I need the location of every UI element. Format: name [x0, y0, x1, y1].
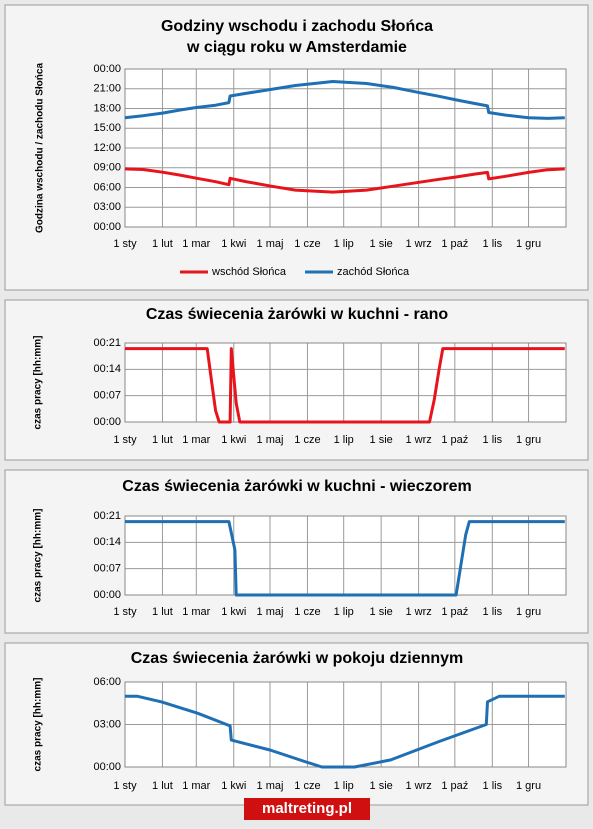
- x-tick-label: 1 lis: [483, 606, 503, 618]
- x-tick-label: 1 maj: [257, 606, 284, 618]
- chart-title: Czas świecenia żarówki w kuchni - wieczo…: [122, 478, 471, 495]
- x-tick-label: 1 sty: [113, 434, 137, 446]
- chart-panel: Czas świecenia żarówki w kuchni - wieczo…: [4, 469, 589, 634]
- y-tick-label: 00:07: [93, 390, 121, 402]
- x-tick-label: 1 cze: [294, 238, 320, 250]
- x-tick-label: 1 wrz: [405, 238, 431, 250]
- y-axis-label: czas pracy [hh:mm]: [33, 678, 44, 772]
- x-tick-label: 1 gru: [516, 238, 541, 250]
- plot-border: [124, 68, 567, 228]
- x-tick-label: 1 cze: [294, 606, 320, 618]
- y-tick-label: 18:00: [93, 102, 121, 114]
- x-tick-label: 1 paź: [441, 238, 468, 250]
- x-tick-label: 1 kwi: [221, 238, 246, 250]
- x-tick-label: 1 mar: [182, 434, 210, 446]
- x-tick-label: 1 gru: [516, 780, 541, 792]
- x-tick-label: 1 paź: [441, 606, 468, 618]
- x-tick-label: 1 kwi: [221, 780, 246, 792]
- y-tick-label: 00:00: [93, 589, 121, 601]
- y-tick-label: 00:21: [93, 337, 121, 349]
- y-tick-label: 00:07: [93, 563, 121, 575]
- legend-label: zachód Słońca: [337, 266, 410, 278]
- y-tick-label: 00:14: [93, 536, 121, 548]
- x-tick-label: 1 sty: [113, 780, 137, 792]
- x-tick-label: 1 lip: [334, 606, 354, 618]
- x-tick-label: 1 wrz: [405, 606, 431, 618]
- x-tick-label: 1 lis: [483, 780, 503, 792]
- series-line: [125, 694, 565, 769]
- x-tick-label: 1 kwi: [221, 434, 246, 446]
- x-tick-label: 1 maj: [257, 434, 284, 446]
- x-tick-label: 1 sie: [370, 780, 393, 792]
- x-tick-label: 1 mar: [182, 606, 210, 618]
- chart-title: Godziny wschodu i zachodu Słońca: [161, 18, 433, 35]
- x-tick-label: 1 sty: [113, 606, 137, 618]
- x-tick-label: 1 sie: [370, 606, 393, 618]
- series-line: [125, 520, 565, 597]
- y-tick-label: 00:00: [93, 416, 121, 428]
- footer: maltreting.pl: [262, 800, 352, 817]
- x-tick-label: 1 lip: [334, 238, 354, 250]
- plot-area: [125, 343, 566, 422]
- x-tick-label: 1 lis: [483, 434, 503, 446]
- x-tick-label: 1 cze: [294, 434, 320, 446]
- y-tick-label: 00:00: [93, 221, 121, 233]
- chart-panel: Godziny wschodu i zachodu Słońca w ciągu …: [4, 4, 589, 291]
- y-tick-label: 15:00: [93, 122, 121, 134]
- x-tick-label: 1 lis: [483, 238, 503, 250]
- x-tick-label: 1 lut: [152, 780, 173, 792]
- y-axis-label: Godzina wschodu / zachodu Słońca: [35, 63, 46, 233]
- y-tick-label: 12:00: [93, 142, 121, 154]
- x-tick-label: 1 maj: [257, 780, 284, 792]
- y-tick-label: 06:00: [93, 676, 121, 688]
- x-tick-label: 1 maj: [257, 238, 284, 250]
- x-tick-label: 1 mar: [182, 780, 210, 792]
- x-tick-label: 1 lut: [152, 606, 173, 618]
- x-tick-label: 1 wrz: [405, 780, 431, 792]
- x-tick-label: 1 sie: [370, 238, 393, 250]
- y-tick-label: 00:14: [93, 363, 121, 375]
- series-line: [124, 80, 565, 120]
- footer-box: [244, 798, 370, 820]
- y-tick-label: 03:00: [93, 718, 121, 730]
- x-tick-label: 1 gru: [516, 434, 541, 446]
- x-tick-label: 1 cze: [294, 780, 320, 792]
- x-tick-label: 1 sie: [370, 434, 393, 446]
- y-tick-label: 00:00: [93, 761, 121, 773]
- x-tick-label: 1 paź: [441, 434, 468, 446]
- plot-area: [125, 516, 566, 595]
- series-line: [124, 167, 565, 194]
- y-axis-label: czas pracy [hh:mm]: [33, 509, 44, 603]
- x-tick-label: 1 mar: [182, 238, 210, 250]
- x-tick-label: 1 gru: [516, 606, 541, 618]
- series-line: [125, 347, 565, 424]
- x-tick-label: 1 lut: [152, 434, 173, 446]
- legend-label: wschód Słońca: [211, 266, 287, 278]
- y-tick-label: 00:21: [93, 510, 121, 522]
- y-tick-label: 03:00: [93, 201, 121, 213]
- y-tick-label: 09:00: [93, 162, 121, 174]
- x-tick-label: 1 kwi: [221, 606, 246, 618]
- chart-title: Czas świecenia żarówki w pokoju dziennym: [131, 650, 464, 667]
- chart-panel: Czas świecenia żarówki w pokoju dziennym…: [4, 642, 589, 806]
- x-tick-label: 1 lip: [334, 434, 354, 446]
- chart-title: Czas świecenia żarówki w kuchni - rano: [146, 306, 449, 323]
- y-tick-label: 21:00: [93, 83, 121, 95]
- y-tick-label: 00:00: [93, 63, 121, 75]
- y-axis-label: czas pracy [hh:mm]: [33, 336, 44, 430]
- chart-title: w ciągu roku w Amsterdamie: [186, 39, 407, 56]
- x-tick-label: 1 sty: [113, 238, 137, 250]
- x-tick-label: 1 paź: [441, 780, 468, 792]
- x-tick-label: 1 lip: [334, 780, 354, 792]
- y-tick-label: 06:00: [93, 181, 121, 193]
- x-tick-label: 1 wrz: [405, 434, 431, 446]
- x-tick-label: 1 lut: [152, 238, 173, 250]
- chart-panel: Czas świecenia żarówki w kuchni - rano cz…: [4, 299, 589, 461]
